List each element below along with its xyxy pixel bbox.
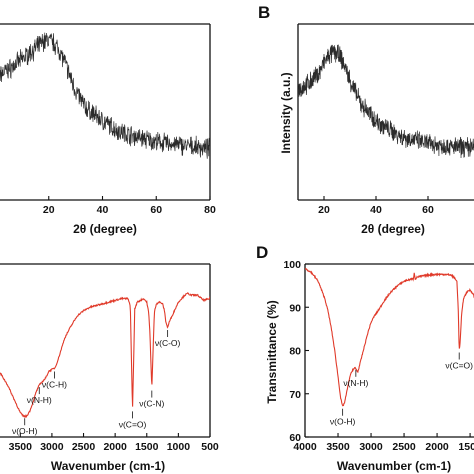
peak-annotation: ν(C-O) (155, 330, 181, 348)
plot-layer: 4000 3500 3000 2500 2000 1500 60 70 80 90 100 ν(O-H… (283, 259, 474, 453)
x-tick-label: 40 (97, 204, 109, 216)
x-tick-label: 3500 (9, 441, 33, 453)
peak-annotation: ν(C-N) (139, 390, 164, 409)
axes-frame: 4000 3500 3000 2500 2000 1500 60 70 80 90 100 (283, 259, 474, 453)
axes-frame: 20 40 60 80 (0, 23, 216, 216)
plot-layer: 20 40 60 80 (0, 23, 216, 216)
series-line (0, 32, 210, 159)
x-tick-label: 2000 (425, 441, 449, 453)
annotation-label: ν(O-H) (330, 417, 356, 427)
y-tick-label: 70 (289, 389, 301, 401)
annotation-label: ν(C-O) (155, 338, 181, 348)
axes-frame: 3500 3000 2500 2000 1500 1000 500 (0, 263, 219, 453)
axes-frame: 20 40 60 (297, 23, 474, 216)
panel-letter-b: B (258, 3, 270, 22)
plot-layer: 20 40 60 (297, 23, 474, 216)
x-tick-label: 40 (370, 204, 382, 216)
peak-annotation: ν(C=O) (119, 411, 147, 429)
x-tick-label: 2000 (103, 441, 127, 453)
peak-annotation: ν(N-H) (343, 369, 369, 388)
x-axis-label-c: Wavenumber (cm-1) (51, 459, 165, 473)
x-axis-label-b: 2θ (degree) (361, 222, 425, 236)
peak-annotation: ν(C-H) (42, 371, 67, 390)
ftir-panel-c: 3500 3000 2500 2000 1500 1000 500 ν(O-H) ν(N-H) ν… (0, 263, 219, 473)
annotation-label: ν(N-H) (343, 378, 368, 388)
x-tick-label: 20 (43, 204, 55, 216)
x-tick-label: 20 (318, 204, 330, 216)
x-tick-label: 1500 (458, 441, 474, 453)
annotation-label: ν(O-H) (12, 426, 38, 436)
annotation-label: ν(C-N) (139, 399, 164, 409)
x-tick-label: 3000 (40, 441, 64, 453)
x-tick-label: 2500 (392, 441, 416, 453)
annotation-label: ν(C=O) (445, 361, 473, 371)
y-tick-label: 60 (289, 432, 301, 444)
peak-annotation: ν(O-H) (330, 408, 356, 427)
x-axis-label-a: 2θ (degree) (73, 222, 137, 236)
ftir-panel-d: 4000 3500 3000 2500 2000 1500 60 70 80 90 100 ν(O-H… (256, 243, 474, 473)
x-axis-label-d: Wavenumber (cm-1) (337, 459, 451, 473)
y-axis-label-b: Intensity (a.u.) (279, 72, 293, 153)
plot-layer: 3500 3000 2500 2000 1500 1000 500 ν(O-H) ν(N-H) ν… (0, 263, 219, 453)
annotation-label: ν(C-H) (42, 380, 67, 390)
x-tick-label: 60 (150, 204, 162, 216)
series-line (305, 267, 474, 407)
x-tick-label: 80 (204, 204, 216, 216)
y-tick-label: 100 (283, 259, 301, 271)
x-tick-label: 2500 (72, 441, 96, 453)
y-axis-label-d: Transmittance (%) (265, 300, 279, 403)
series-line (0, 292, 210, 419)
x-tick-label: 3000 (359, 441, 383, 453)
annotation-label: ν(C=O) (119, 419, 147, 429)
y-tick-label: 90 (289, 302, 301, 314)
xrd-panel-a: 20 40 60 80 2θ (degree) (0, 23, 216, 236)
annotation-label: ν(N-H) (27, 395, 52, 405)
y-tick-label: 80 (289, 346, 301, 358)
xrd-panel-b: 20 40 60 B Intensity (a.u.) 2θ (degree) (258, 3, 474, 236)
x-tick-label: 3500 (326, 441, 350, 453)
x-tick-label: 60 (422, 204, 434, 216)
x-tick-label: 500 (201, 441, 219, 453)
peak-annotation: ν(N-H) (27, 387, 52, 405)
x-tick-label: 1500 (135, 441, 159, 453)
peak-annotation: ν(O-H) (12, 418, 38, 436)
panel-letter-d: D (256, 243, 268, 262)
x-tick-label: 4000 (293, 441, 317, 453)
series-line (298, 44, 474, 158)
x-tick-label: 1000 (167, 441, 191, 453)
peak-annotation: ν(C=O) (445, 352, 473, 371)
